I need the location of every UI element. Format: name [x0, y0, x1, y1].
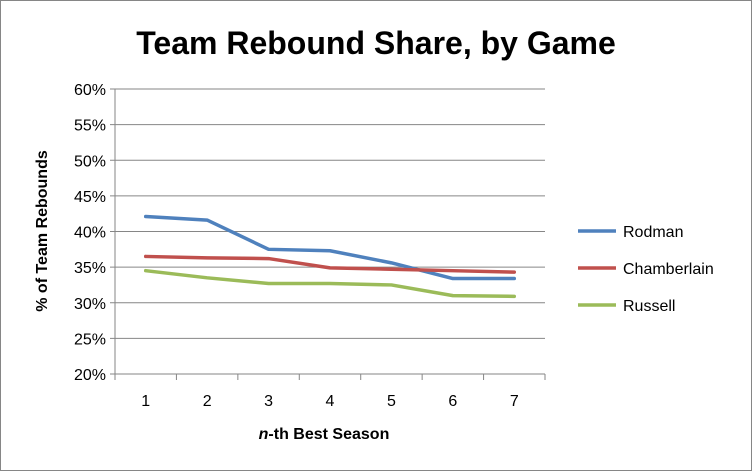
legend-label-russell: Russell — [623, 298, 675, 315]
chart-title: Team Rebound Share, by Game — [136, 25, 616, 61]
x-tick-labels: 1 2 3 4 5 6 7 — [114, 374, 546, 410]
x-tick-label: 7 — [510, 393, 519, 410]
x-tick-label: 2 — [203, 393, 212, 410]
series-line-rodman — [143, 214, 517, 281]
y-tick-label: 20% — [74, 367, 106, 384]
gridlines — [115, 88, 545, 339]
x-tick-label: 4 — [326, 393, 335, 410]
y-axis-label: % of Team Rebounds — [34, 150, 51, 312]
y-tick-label: 30% — [74, 296, 106, 313]
x-tick-label: 1 — [141, 393, 150, 410]
legend: Rodman Chamberlain Russell — [578, 224, 714, 315]
x-tick-label: 3 — [264, 393, 273, 410]
y-tick-labels: 20% 25% 30% 35% 40% 45% 50% 55% 60% — [74, 82, 115, 384]
series-line-russell — [143, 268, 517, 299]
x-axis-label-rest: -th Best Season — [268, 426, 389, 443]
legend-label-chamberlain: Chamberlain — [623, 261, 714, 278]
y-tick-label: 25% — [74, 331, 106, 348]
x-tick-label: 6 — [448, 393, 457, 410]
y-tick-label: 35% — [74, 260, 106, 277]
y-tick-label: 55% — [74, 118, 106, 135]
legend-label-rodman: Rodman — [623, 224, 683, 241]
y-tick-label: 60% — [74, 82, 106, 99]
x-axis-label: n-th Best Season — [259, 426, 390, 443]
x-tick-label: 5 — [387, 393, 396, 410]
series-line-chamberlain — [143, 254, 517, 274]
y-tick-label: 40% — [74, 225, 106, 242]
y-tick-label: 45% — [74, 189, 106, 206]
y-tick-label: 50% — [74, 153, 106, 170]
series-lines — [143, 214, 517, 299]
x-axis-label-italic: n — [259, 426, 269, 443]
